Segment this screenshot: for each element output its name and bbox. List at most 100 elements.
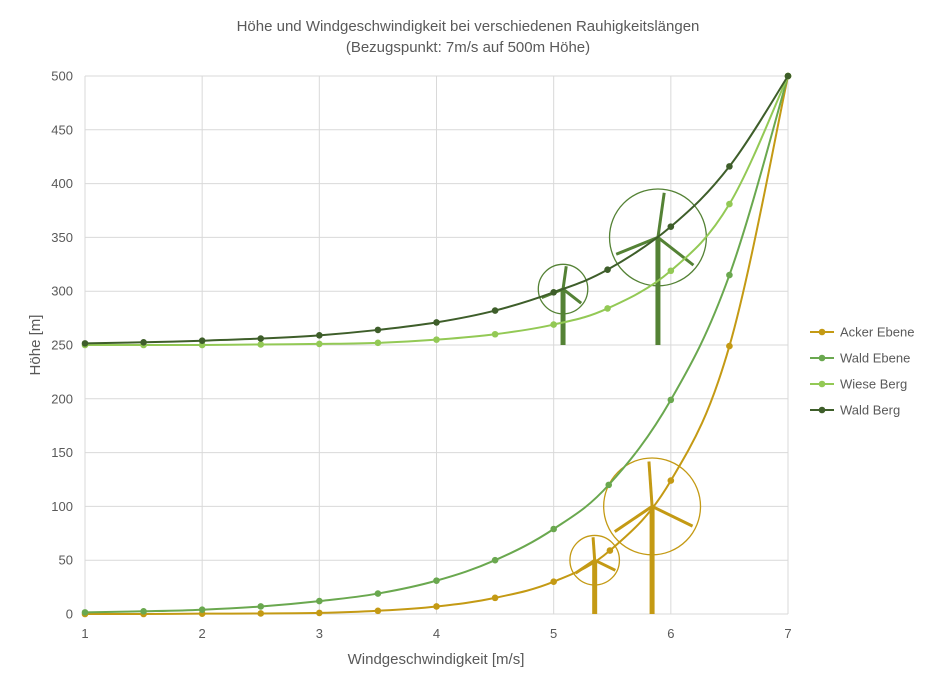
- x-tick-label: 6: [667, 626, 674, 641]
- wind-turbines: [537, 188, 708, 614]
- data-point: [726, 200, 733, 208]
- data-point: [491, 556, 499, 564]
- data-point: [491, 330, 499, 338]
- y-tick-label: 350: [51, 230, 73, 245]
- data-point: [433, 319, 440, 326]
- turbine-blade: [613, 505, 653, 533]
- data-point: [491, 307, 499, 314]
- data-point: [550, 525, 557, 533]
- legend-label: Wiese Berg: [840, 377, 907, 392]
- turbine-rotor-circle: [537, 263, 589, 315]
- turbine-blade: [657, 236, 695, 267]
- legend-label: Acker Ebene: [840, 325, 914, 340]
- data-point: [257, 341, 265, 348]
- data-point: [257, 610, 265, 617]
- data-point: [257, 603, 265, 610]
- legend-item: Wald Ebene: [810, 351, 910, 366]
- data-point: [606, 547, 614, 554]
- series-line: [84, 75, 789, 616]
- y-axis-label: Höhe [m]: [27, 315, 44, 376]
- data-point: [81, 609, 89, 616]
- x-tick-label: 2: [199, 626, 206, 641]
- data-point: [433, 577, 440, 584]
- data-point: [316, 609, 323, 617]
- turbine-blade: [647, 461, 654, 507]
- y-tick-label: 300: [51, 284, 73, 299]
- data-point: [140, 339, 147, 346]
- x-tick-label: 5: [550, 626, 557, 641]
- data-point: [316, 597, 323, 605]
- data-point: [550, 321, 557, 328]
- data-point: [667, 396, 675, 404]
- data-point: [140, 608, 147, 615]
- data-point: [604, 305, 611, 312]
- data-point: [605, 481, 613, 489]
- turbine-large-bottom: [603, 457, 702, 614]
- legend-item: Wiese Berg: [810, 377, 907, 392]
- y-tick-label: 0: [66, 607, 73, 622]
- data-point: [374, 326, 382, 334]
- data-point: [726, 271, 733, 279]
- legend-swatch-marker: [818, 328, 826, 336]
- turbine-rotor-circle: [603, 457, 702, 556]
- legend-item: Wald Berg: [810, 403, 900, 418]
- turbine-blade: [562, 287, 583, 305]
- turbine-blade: [656, 192, 666, 238]
- data-point: [667, 223, 675, 230]
- turbine-rotor-circle: [569, 534, 621, 586]
- data-point: [667, 477, 675, 484]
- legend: Acker Ebene Wald Ebene Wiese Berg Wald Berg: [810, 325, 914, 418]
- turbine-blade: [561, 266, 568, 290]
- series-lines: [81, 72, 792, 618]
- data-point: [491, 594, 499, 602]
- turbine-blade: [615, 236, 659, 256]
- data-point: [316, 340, 323, 348]
- data-point: [667, 267, 675, 275]
- y-tick-label: 400: [51, 176, 73, 191]
- data-point: [604, 266, 611, 273]
- series-wald-ebene: [81, 72, 792, 616]
- data-point: [374, 339, 382, 347]
- turbine-large-top: [608, 188, 708, 345]
- turbine-blade: [651, 505, 694, 528]
- data-point: [257, 335, 265, 342]
- data-point: [550, 578, 557, 586]
- data-point: [198, 337, 206, 344]
- chart-title: Höhe und Windgeschwindigkeit bei verschi…: [237, 18, 700, 35]
- tick-labels: 0 50 100 150 200 250 300 350 400 450 500 1 2 3 4 5 6 7: [51, 69, 791, 642]
- y-tick-label: 500: [51, 69, 73, 84]
- y-tick-label: 200: [51, 391, 73, 406]
- data-point: [550, 288, 557, 296]
- series-acker-ebene: [81, 72, 792, 618]
- legend-swatch-marker: [818, 380, 826, 388]
- y-tick-label: 250: [51, 338, 73, 353]
- turbine-small-bottom: [569, 534, 621, 614]
- data-point: [374, 590, 382, 597]
- x-tick-label: 3: [316, 626, 323, 641]
- y-tick-label: 450: [51, 122, 73, 137]
- legend-label: Wald Berg: [840, 403, 900, 418]
- data-point: [433, 336, 440, 343]
- series-wald-berg: [81, 72, 792, 347]
- y-tick-label: 100: [51, 499, 73, 514]
- data-point: [784, 72, 792, 80]
- series-line: [84, 75, 789, 614]
- data-point: [316, 332, 323, 339]
- data-point: [433, 603, 440, 610]
- x-axis-label: Windgeschwindigkeit [m/s]: [348, 651, 525, 668]
- data-point: [726, 342, 733, 350]
- data-point: [81, 340, 89, 347]
- legend-swatch-marker: [818, 406, 826, 414]
- x-tick-label: 1: [81, 626, 88, 641]
- chart-subtitle: (Bezugspunkt: 7m/s auf 500m Höhe): [346, 39, 590, 56]
- legend-swatch-marker: [818, 354, 826, 362]
- y-tick-label: 150: [51, 445, 73, 460]
- data-point: [374, 607, 382, 615]
- data-point: [198, 606, 206, 613]
- turbine-blade: [594, 558, 617, 572]
- legend-item: Acker Ebene: [810, 325, 914, 340]
- y-tick-label: 50: [59, 553, 73, 568]
- data-point: [726, 163, 733, 170]
